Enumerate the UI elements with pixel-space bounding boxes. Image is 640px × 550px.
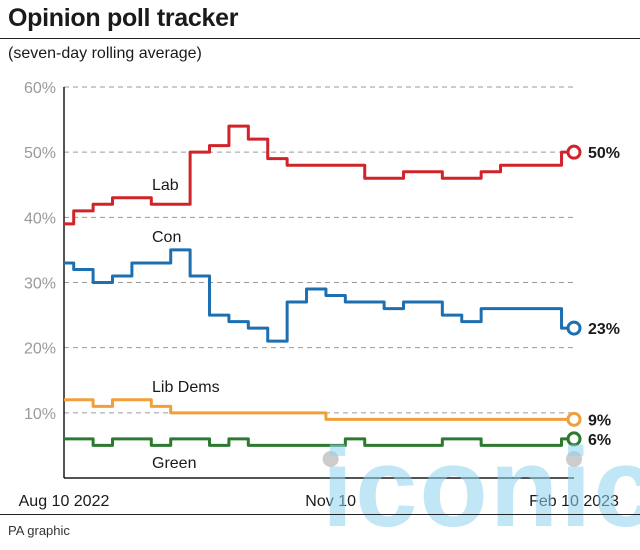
- x-axis-marker: [322, 451, 339, 467]
- series-line-con: [64, 248, 574, 343]
- gridlines: [63, 86, 574, 479]
- series-end-label: 9%: [588, 412, 611, 429]
- chart-title: Opinion poll tracker: [8, 4, 239, 32]
- y-tick-label: 60%: [24, 80, 56, 97]
- series-name-label: Con: [152, 229, 181, 246]
- series-end-marker: [566, 144, 582, 160]
- series-end-marker: [566, 320, 582, 336]
- y-tick-label: 20%: [24, 341, 56, 358]
- credit-text: PA graphic: [8, 523, 70, 538]
- series-name-label: Lib Dems: [152, 379, 220, 396]
- series-labels: 50% Lab 23% Con 9% Lib Dems 6% Green: [152, 145, 620, 472]
- series-line-lib-dems: [64, 398, 574, 421]
- watermark-logo: iconic: [322, 425, 640, 550]
- y-axis-ticks: 60% 50% 40% 30% 20% 10%: [24, 80, 56, 423]
- x-axis-markers: [322, 451, 582, 467]
- y-tick-label: 50%: [24, 145, 56, 162]
- series-line-green: [64, 437, 574, 447]
- x-tick-label: Nov 10: [305, 493, 356, 510]
- series-end-marker: [566, 431, 582, 447]
- series-line-lab: [64, 124, 574, 226]
- series-end-label: 50%: [588, 145, 620, 162]
- y-tick-label: 10%: [24, 406, 56, 423]
- series-end-label: 23%: [588, 321, 620, 338]
- x-axis-ticks: Aug 10 2022 Nov 10 Feb 10 2023: [19, 493, 619, 510]
- title-rule: [0, 38, 640, 39]
- chart-subtitle: (seven-day rolling average): [8, 45, 202, 62]
- series-lines: [64, 124, 582, 447]
- x-axis-marker: [566, 451, 582, 467]
- x-tick-label: Aug 10 2022: [19, 493, 110, 510]
- series-name-label: Green: [152, 455, 196, 472]
- x-tick-label: Feb 10 2023: [529, 493, 619, 510]
- series-end-label: 6%: [588, 432, 611, 449]
- series-name-label: Lab: [152, 177, 179, 194]
- y-tick-label: 30%: [24, 276, 56, 293]
- series-end-marker: [566, 411, 582, 427]
- footer-rule: [0, 514, 640, 515]
- y-tick-label: 40%: [24, 210, 56, 227]
